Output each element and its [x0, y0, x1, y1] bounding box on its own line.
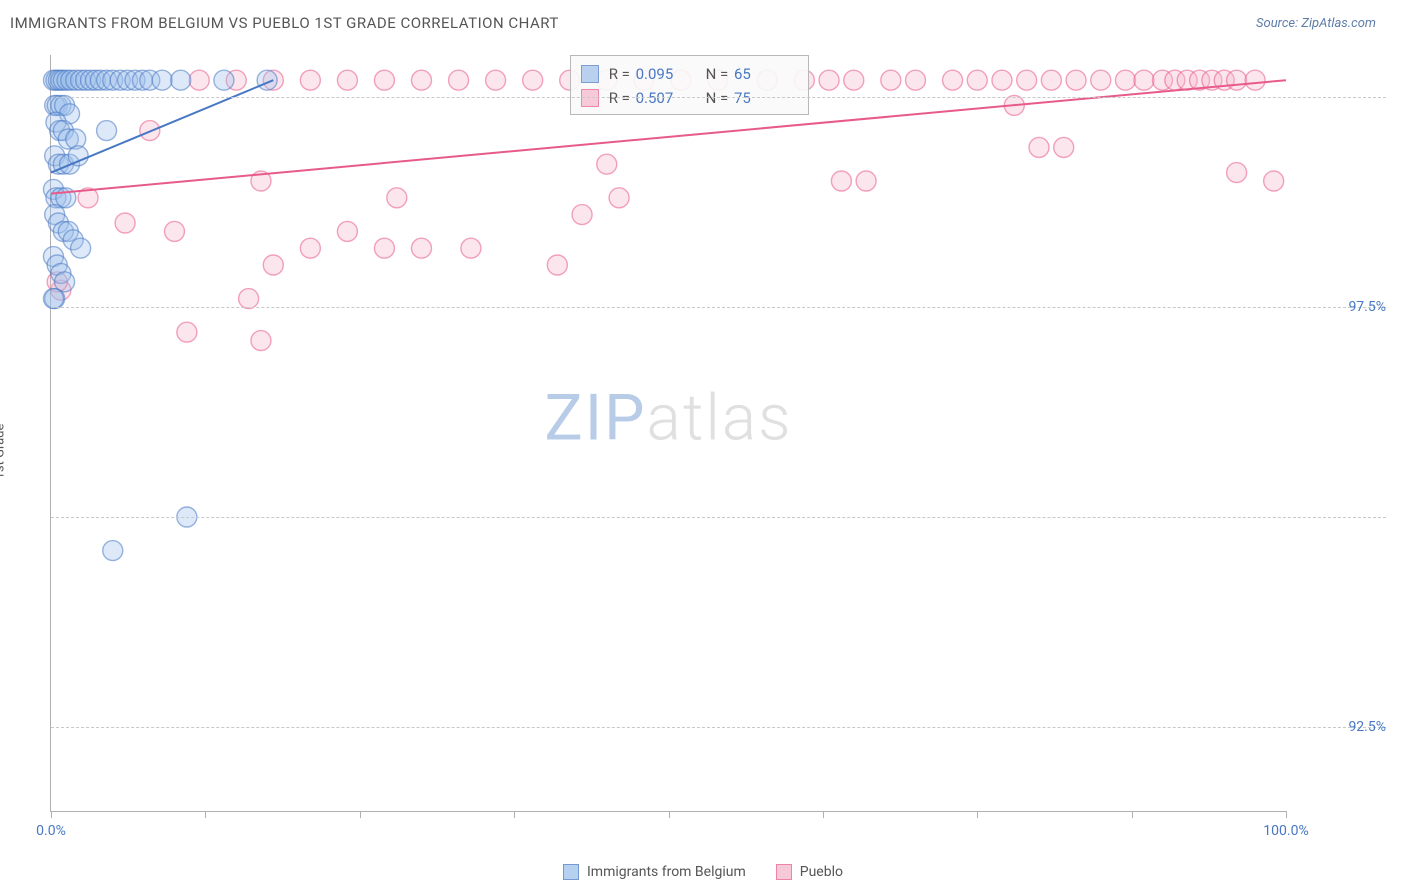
- data-point: [967, 70, 987, 90]
- stat-n-label: N = 65: [706, 62, 794, 86]
- plot-area: ZIPatlas R = 0.095N = 65R = 0.507N = 75 …: [50, 55, 1286, 812]
- data-point: [263, 255, 283, 275]
- data-point: [597, 154, 617, 174]
- x-tick-label: 100.0%: [1263, 823, 1308, 839]
- data-point: [239, 289, 259, 309]
- x-tick: [1132, 811, 1133, 818]
- data-point: [992, 70, 1012, 90]
- data-point: [1054, 137, 1074, 157]
- data-point: [97, 121, 117, 141]
- legend-label: Immigrants from Belgium: [587, 864, 746, 880]
- stat-n-label: N = 75: [706, 86, 794, 110]
- data-point: [856, 171, 876, 191]
- stat-r-label: R = 0.507: [609, 86, 696, 110]
- legend-label: Pueblo: [800, 864, 843, 880]
- stats-row: R = 0.095 N = 65: [581, 62, 794, 86]
- data-point: [337, 70, 357, 90]
- data-point: [831, 171, 851, 191]
- data-point: [374, 70, 394, 90]
- gridline: [51, 97, 1386, 98]
- chart-header: IMMIGRANTS FROM BELGIUM VS PUEBLO 1ST GR…: [0, 0, 1406, 38]
- stat-r-value: 0.507: [636, 86, 686, 110]
- legend-item: Immigrants from Belgium: [563, 864, 746, 880]
- chart-container: 1st Grade ZIPatlas R = 0.095N = 65R = 0.…: [10, 45, 1396, 842]
- legend: Immigrants from Belgium Pueblo: [0, 864, 1406, 880]
- legend-swatch: [776, 864, 792, 880]
- data-point: [387, 188, 407, 208]
- gridline: [51, 517, 1386, 518]
- data-point: [881, 70, 901, 90]
- data-point: [819, 70, 839, 90]
- data-point: [165, 221, 185, 241]
- data-point: [1017, 70, 1037, 90]
- source-attribution: Source: ZipAtlas.com: [1256, 16, 1376, 31]
- trend-line: [51, 80, 273, 172]
- data-point: [1041, 70, 1061, 90]
- data-point: [300, 70, 320, 90]
- data-point: [71, 238, 91, 258]
- y-tick-label: 92.5%: [1296, 719, 1386, 735]
- data-point: [1245, 70, 1265, 90]
- gridline: [51, 727, 1386, 728]
- x-tick: [823, 811, 824, 818]
- data-point: [844, 70, 864, 90]
- chart-title: IMMIGRANTS FROM BELGIUM VS PUEBLO 1ST GR…: [10, 14, 559, 32]
- data-point: [300, 238, 320, 258]
- data-point: [943, 70, 963, 90]
- data-point: [189, 70, 209, 90]
- data-point: [1115, 70, 1135, 90]
- stat-n-value: 75: [734, 86, 784, 110]
- data-point: [103, 541, 123, 561]
- stat-r-value: 0.095: [636, 62, 686, 86]
- data-point: [1227, 163, 1247, 183]
- data-point: [906, 70, 926, 90]
- data-point: [68, 146, 88, 166]
- data-point: [337, 221, 357, 241]
- legend-item: Pueblo: [776, 864, 843, 880]
- data-point: [257, 70, 277, 90]
- gridline: [51, 307, 1386, 308]
- legend-swatch: [563, 864, 579, 880]
- data-point: [177, 322, 197, 342]
- data-point: [1227, 70, 1247, 90]
- correlation-stats-box: R = 0.095 N = 65 R = 0.507 N = 75: [570, 55, 809, 115]
- data-point: [1029, 137, 1049, 157]
- data-point: [43, 289, 63, 309]
- stat-r-label: R = 0.095: [609, 62, 696, 86]
- data-point: [572, 205, 592, 225]
- data-point: [214, 70, 234, 90]
- data-point: [547, 255, 567, 275]
- data-point: [1264, 171, 1284, 191]
- stats-row: R = 0.507 N = 75: [581, 86, 794, 110]
- series-swatch: [581, 89, 599, 107]
- data-point: [412, 70, 432, 90]
- data-point: [171, 70, 191, 90]
- data-point: [152, 70, 172, 90]
- data-point: [374, 238, 394, 258]
- x-tick-label: 0.0%: [36, 823, 66, 839]
- data-point: [461, 238, 481, 258]
- data-point: [412, 238, 432, 258]
- x-tick: [669, 811, 670, 818]
- stat-n-value: 65: [734, 62, 784, 86]
- data-point: [1091, 70, 1111, 90]
- data-point: [523, 70, 543, 90]
- x-tick: [205, 811, 206, 818]
- y-tick-label: 97.5%: [1296, 299, 1386, 315]
- data-point: [1134, 70, 1154, 90]
- series-swatch: [581, 65, 599, 83]
- data-point: [486, 70, 506, 90]
- x-tick: [514, 811, 515, 818]
- data-point: [115, 213, 135, 233]
- scatter-svg: [51, 55, 1286, 811]
- x-tick: [977, 811, 978, 818]
- x-tick: [51, 811, 52, 818]
- data-point: [251, 331, 271, 351]
- x-tick: [1286, 811, 1287, 818]
- data-point: [1066, 70, 1086, 90]
- y-axis-title: 1st Grade: [0, 423, 8, 479]
- data-point: [449, 70, 469, 90]
- x-tick: [360, 811, 361, 818]
- data-point: [609, 188, 629, 208]
